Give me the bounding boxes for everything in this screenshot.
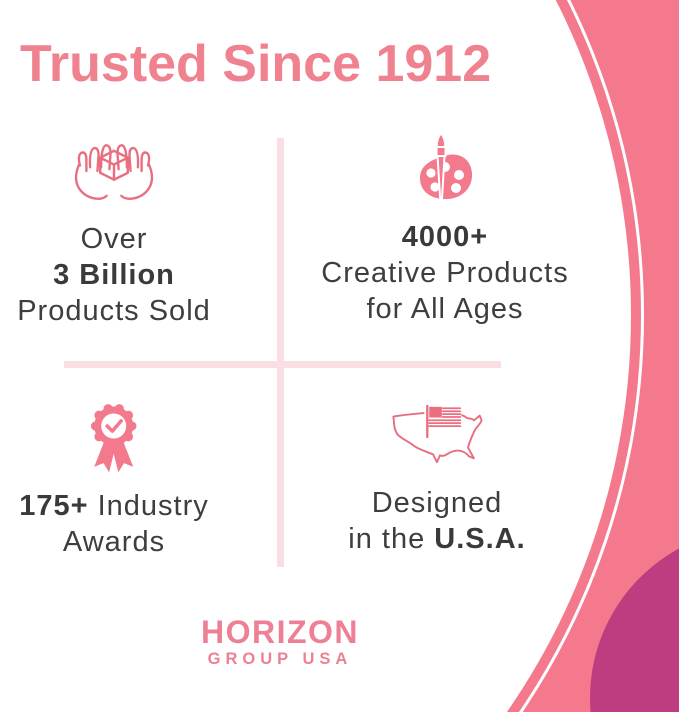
stat-line: Awards <box>62 526 166 558</box>
cube-top <box>99 149 129 166</box>
left-hand <box>74 144 112 200</box>
stat-line: Products Sold <box>17 295 211 327</box>
brand-name: HORIZON <box>200 614 360 650</box>
stat-value: 3 Billion <box>53 259 175 291</box>
stat-line: Designed <box>371 487 503 519</box>
badge-center <box>101 413 127 439</box>
right-hand <box>116 144 154 200</box>
brand-subname: GROUP USA <box>207 650 353 668</box>
stat-line: in the U.S.A. <box>348 521 525 557</box>
white-content-area <box>0 0 631 712</box>
stat-products-sold: Over 3 Billion Products Sold <box>0 134 228 329</box>
stat-text: Over 3 Billion Products Sold <box>17 221 211 329</box>
paint-brush <box>435 132 447 203</box>
award-badge-icon <box>91 404 137 473</box>
stat-line: for All Ages <box>366 293 524 325</box>
check-mark <box>105 419 124 433</box>
stat-text: 175+ Industry Awards <box>19 488 209 560</box>
hands-holding-cube-icon <box>74 144 154 200</box>
stat-designed-usa: Designed in the U.S.A. <box>312 402 562 557</box>
page-title: Trusted Since 1912 <box>20 35 492 93</box>
brand-logo: HORIZON GROUP USA <box>178 616 382 669</box>
stat-text: 4000+ Creative Products for All Ages <box>321 219 569 327</box>
paint-palette-icon <box>420 132 473 203</box>
stat-value: 175+ <box>19 490 89 522</box>
stat-value: U.S.A. <box>434 523 526 555</box>
stat-line-rest: Industry <box>88 490 209 522</box>
usa-map-flag-icon <box>392 403 483 464</box>
stat-line-pre: in the <box>348 523 435 555</box>
stat-line: 175+ Industry <box>19 488 209 524</box>
white-arc-line <box>0 0 644 712</box>
stat-industry-awards: 175+ Industry Awards <box>0 400 228 560</box>
stat-line: Creative Products <box>321 257 569 289</box>
stat-text: Designed in the U.S.A. <box>348 485 525 557</box>
palette-shape <box>420 154 473 200</box>
us-flag <box>426 404 462 439</box>
quadrant-divider-horizontal <box>64 361 501 368</box>
quadrant-divider-vertical <box>277 138 284 567</box>
stat-value: 4000+ <box>401 221 489 253</box>
usa-map-outline <box>392 411 483 464</box>
ribbon-tails <box>94 440 134 473</box>
stat-line: Over <box>80 223 148 255</box>
stat-creative-products: 4000+ Creative Products for All Ages <box>300 132 590 327</box>
